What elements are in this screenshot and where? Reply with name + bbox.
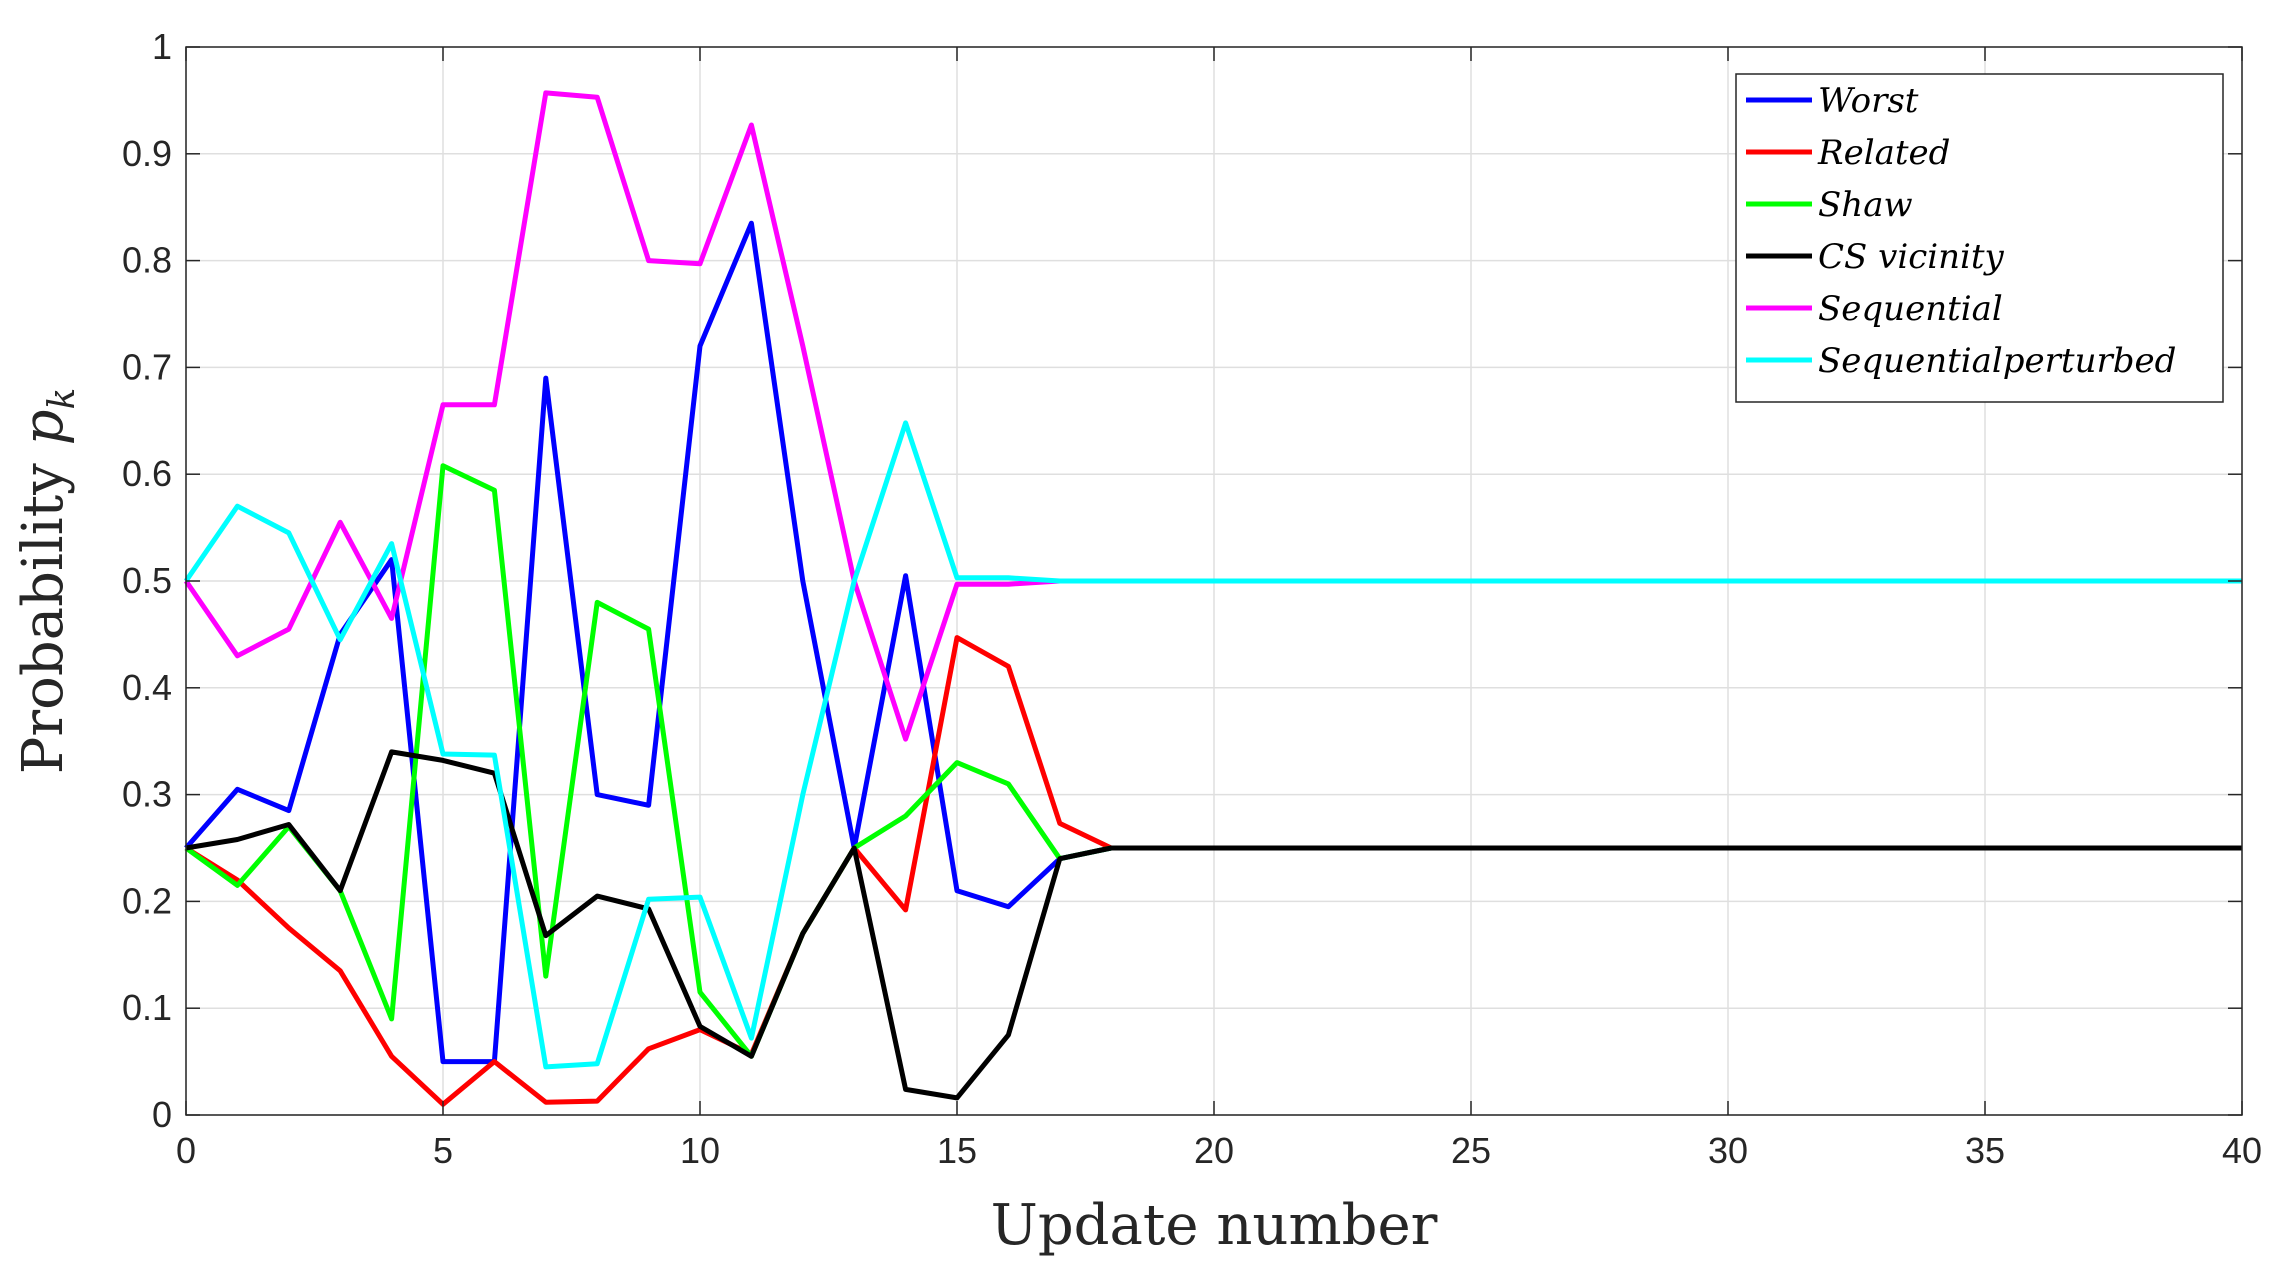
y-tick-label: 0.4 — [122, 667, 172, 708]
y-axis-tick-labels: 0 0.1 0.2 0.3 0.4 0.5 0.6 0.7 0.8 0.9 1 — [122, 26, 172, 1135]
x-tick-label: 15 — [937, 1130, 977, 1171]
series-line-shaw — [184, 463, 2242, 1059]
legend-label-sequentialperturbed: Sequentialperturbed — [1818, 341, 2176, 381]
legend-box — [1735, 73, 2224, 403]
legend-label-related: Related — [1817, 133, 1950, 173]
y-axis-label-symbol: p — [11, 410, 76, 446]
legend-label-shaw: Shaw — [1818, 185, 1913, 225]
y-tick-label: 0.1 — [122, 987, 172, 1028]
y-axis-label-subscript: k — [42, 388, 83, 410]
y-tick-label: 0.9 — [122, 133, 172, 174]
y-axis-label: Probability pk — [11, 388, 83, 775]
x-tick-label: 0 — [176, 1130, 196, 1171]
series-line-sequential — [183, 90, 2242, 742]
y-tick-label: 0.7 — [122, 346, 172, 387]
y-tick-label: 1 — [152, 26, 172, 67]
series-lines — [183, 90, 2242, 1107]
y-axis-label-text: Probability — [11, 445, 76, 774]
x-tick-label: 20 — [1194, 1130, 1234, 1171]
y-tick-label: 0.3 — [122, 774, 172, 815]
series-line-sequentialperturbed — [183, 420, 2242, 1070]
legend-label-worst: Worst — [1818, 81, 1919, 121]
y-tick-label: 0.2 — [122, 880, 172, 921]
series-line-related — [184, 635, 2242, 1107]
x-tick-label: 25 — [1451, 1130, 1491, 1171]
legend: Worst Related Shaw CS vicinity Sequential Seq… — [1735, 73, 2224, 403]
y-tick-label: 0.8 — [122, 240, 172, 281]
x-tick-label: 30 — [1708, 1130, 1748, 1171]
axis-ticks — [185, 46, 2243, 1116]
legend-label-sequential: Sequential — [1818, 289, 2003, 329]
series-line-cs-vicinity — [185, 749, 2242, 1101]
y-tick-label: 0 — [152, 1094, 172, 1135]
x-axis-label: Update number — [991, 1193, 1438, 1258]
x-tick-label: 40 — [2222, 1130, 2262, 1171]
y-tick-label: 0.5 — [122, 560, 172, 601]
x-tick-label: 10 — [680, 1130, 720, 1171]
legend-label-cs-vicinity: CS vicinity — [1818, 237, 2005, 277]
x-tick-label: 5 — [433, 1130, 453, 1171]
y-tick-label: 0.6 — [122, 453, 172, 494]
x-axis-tick-labels: 0 5 10 15 20 25 30 35 40 — [176, 1130, 2262, 1171]
x-tick-label: 35 — [1965, 1130, 2005, 1171]
